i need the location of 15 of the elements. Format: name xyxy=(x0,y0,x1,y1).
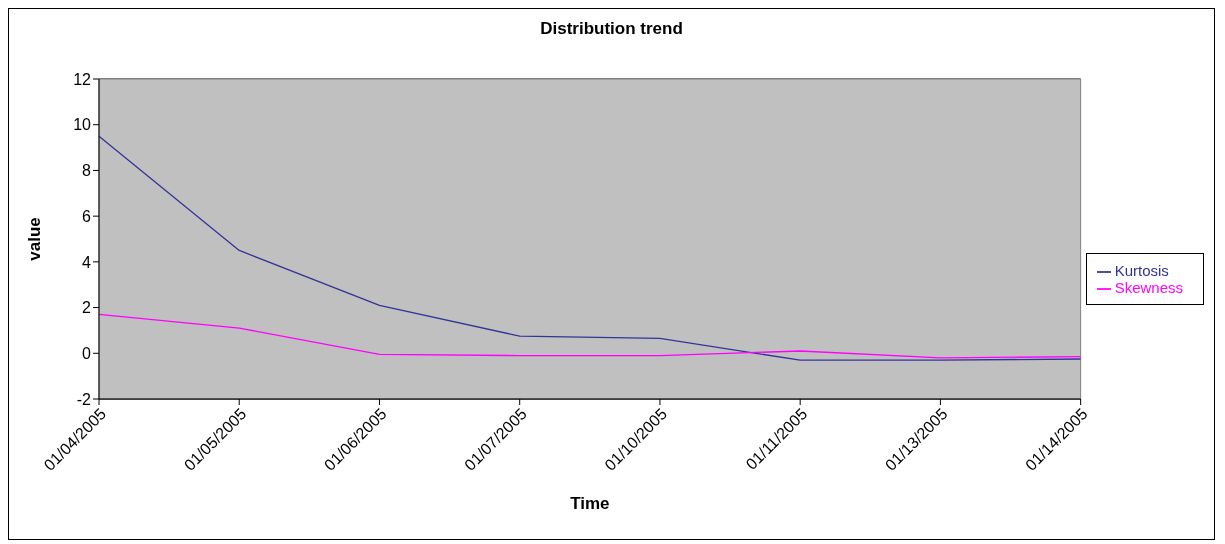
chart-title: Distribution trend xyxy=(539,19,684,39)
y-tick-label: 2 xyxy=(82,299,92,317)
y-tick-label: 4 xyxy=(82,253,92,271)
y-tick-label: -2 xyxy=(76,390,92,408)
x-axis-title: Time xyxy=(570,494,610,513)
legend-label: Kurtosis xyxy=(1114,261,1169,279)
line-series xyxy=(98,313,1082,359)
y-axis-title: value xyxy=(25,217,45,261)
y-tick-label: 6 xyxy=(82,207,92,225)
legend-label: Skewness xyxy=(1114,279,1183,296)
y-tick-label: 0 xyxy=(82,344,92,362)
line-series xyxy=(98,135,1082,361)
y-tick-label: 12 xyxy=(73,70,92,88)
y-tick-label: 10 xyxy=(73,116,92,134)
y-tick-label: 8 xyxy=(82,162,92,180)
